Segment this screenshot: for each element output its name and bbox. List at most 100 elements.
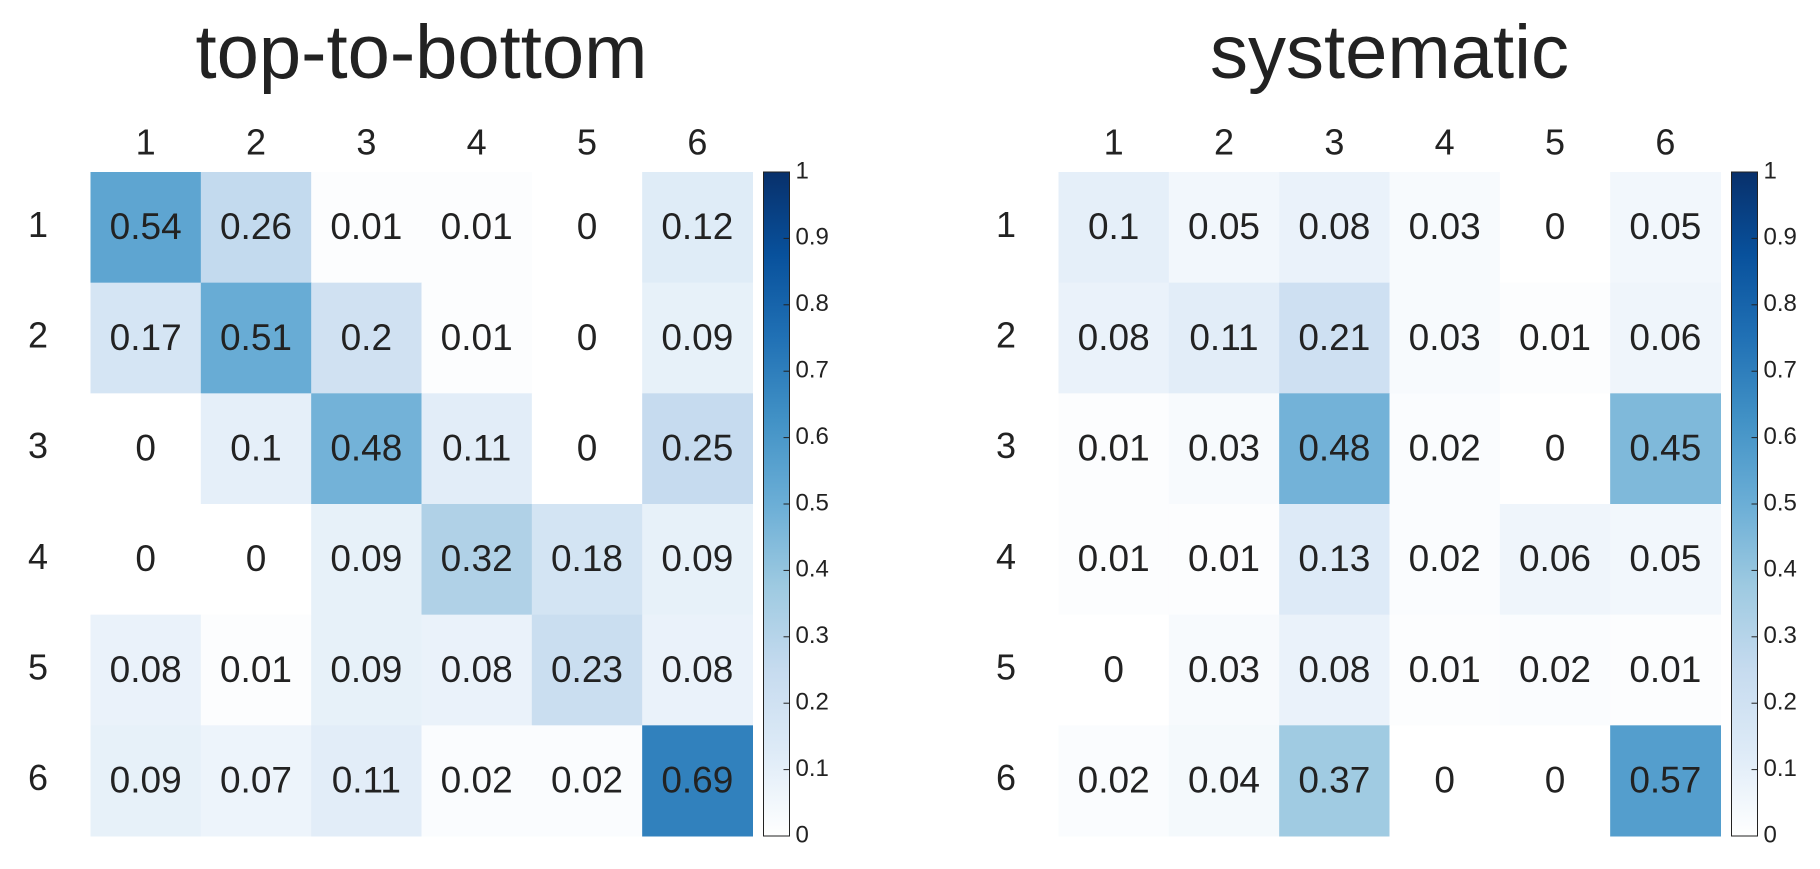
cell-label: 0 — [135, 427, 156, 468]
heatmap-cell — [1499, 504, 1611, 616]
cell-label: 0.57 — [1629, 759, 1701, 800]
heatmap-cell — [1279, 614, 1390, 726]
colorbar-tick-label: 0.8 — [796, 290, 829, 317]
heatmap-cell — [1058, 172, 1170, 284]
x-tick-label: 6 — [1655, 122, 1675, 163]
cell-label: 0.25 — [661, 427, 733, 468]
heatmap-cell — [200, 172, 312, 284]
heatmap-cell — [1058, 614, 1170, 726]
x-tick-label: 4 — [1435, 122, 1455, 163]
cell-label: 0.54 — [110, 206, 182, 247]
cell-label: 0.08 — [661, 649, 733, 690]
y-tick-label: 6 — [996, 757, 1016, 798]
cell-label: 0.05 — [1629, 206, 1701, 247]
heatmap-cell — [421, 725, 533, 837]
heatmap-cell — [642, 172, 753, 284]
heatmap-cell — [421, 282, 533, 394]
cell-label: 0.02 — [1519, 649, 1591, 690]
heatmap-cell — [311, 172, 422, 284]
cell-label: 0 — [1545, 427, 1566, 468]
y-tick-label: 5 — [28, 647, 48, 688]
colorbar-tick-label: 0.4 — [796, 556, 829, 583]
colorbar-tick-label: 0.2 — [796, 689, 829, 716]
x-tick-label: 2 — [246, 122, 266, 163]
heatmap-cell — [1389, 614, 1501, 726]
heatmap-cell — [1279, 725, 1390, 837]
colorbar-tick-label: 1 — [796, 157, 809, 184]
heatmap-cell — [90, 504, 202, 616]
cell-label: 0.03 — [1409, 317, 1481, 358]
cell-label: 0 — [1545, 206, 1566, 247]
cell-label: 0.09 — [661, 538, 733, 579]
cell-label: 0.01 — [330, 206, 402, 247]
cell-label: 0.45 — [1629, 427, 1701, 468]
cell-label: 0.07 — [220, 759, 292, 800]
heatmap-cell — [90, 725, 202, 837]
heatmap-cell — [1499, 393, 1611, 505]
y-tick-label: 4 — [996, 536, 1016, 577]
cell-label: 0.13 — [1298, 538, 1370, 579]
cell-label: 0.17 — [110, 317, 182, 358]
heatmap-cell — [1610, 614, 1721, 726]
cell-label: 0.08 — [110, 649, 182, 690]
cell-label: 0.08 — [1078, 317, 1150, 358]
heatmap-cell — [1610, 282, 1721, 394]
heatmap-cell — [421, 504, 533, 616]
heatmap-cell — [311, 725, 422, 837]
colorbar-tick-label: 0 — [1764, 821, 1777, 848]
colorbar-tick-label: 0.4 — [1764, 556, 1797, 583]
heatmap-cell — [1058, 504, 1170, 616]
heatmap-cell — [200, 725, 312, 837]
chart-title: top-to-bottom — [196, 10, 648, 95]
y-tick-label: 1 — [28, 204, 48, 245]
x-tick-label: 5 — [577, 122, 597, 163]
cell-label: 0.69 — [661, 759, 733, 800]
y-tick-label: 2 — [996, 315, 1016, 356]
cell-label: 0.51 — [220, 317, 292, 358]
cell-label: 0.02 — [441, 759, 513, 800]
chart-title: systematic — [1210, 10, 1569, 95]
cell-label: 0.11 — [1189, 317, 1258, 358]
heatmap-cell — [531, 614, 643, 726]
cell-label: 0.08 — [1298, 649, 1370, 690]
cell-label: 0.01 — [441, 206, 513, 247]
heatmap-cell — [421, 614, 533, 726]
heatmap-cell — [1168, 282, 1280, 394]
colorbar-tick-label: 0.8 — [1764, 290, 1797, 317]
colorbar-tick-label: 0 — [796, 821, 809, 848]
y-tick-label: 4 — [28, 536, 48, 577]
colorbar-tick-label: 0.6 — [796, 423, 829, 450]
heatmap-cell — [531, 282, 643, 394]
cell-label: 0.21 — [1298, 317, 1370, 358]
cell-label: 0.05 — [1188, 206, 1260, 247]
x-tick-label: 4 — [467, 122, 487, 163]
heatmap-cell — [311, 393, 422, 505]
heatmap-cell — [1279, 504, 1390, 616]
cell-label: 0.08 — [1298, 206, 1370, 247]
heatmap-cell — [1389, 393, 1501, 505]
heatmap-cell — [421, 393, 533, 505]
heatmap-cell — [1058, 282, 1170, 394]
cell-label: 0.03 — [1188, 427, 1260, 468]
heatmap-cell — [1058, 725, 1170, 837]
heatmap-cell — [1610, 504, 1721, 616]
x-tick-label: 1 — [136, 122, 156, 163]
cell-label: 0.32 — [441, 538, 513, 579]
cell-label: 0.18 — [551, 538, 623, 579]
cell-label: 0.03 — [1409, 206, 1481, 247]
heatmap-cell — [1389, 504, 1501, 616]
x-tick-label: 3 — [1324, 122, 1344, 163]
cell-label: 0.12 — [661, 206, 733, 247]
colorbar-tick-label: 1 — [1764, 157, 1777, 184]
cell-label: 0.1 — [230, 427, 281, 468]
heatmap-cell — [90, 614, 202, 726]
cell-label: 0.09 — [330, 538, 402, 579]
cell-label: 0 — [577, 206, 598, 247]
heatmap-cell — [311, 504, 422, 616]
cell-label: 0 — [135, 538, 156, 579]
x-tick-label: 5 — [1545, 122, 1565, 163]
cell-label: 0.48 — [1298, 427, 1370, 468]
y-tick-label: 6 — [28, 757, 48, 798]
heatmap-cell — [1389, 725, 1501, 837]
